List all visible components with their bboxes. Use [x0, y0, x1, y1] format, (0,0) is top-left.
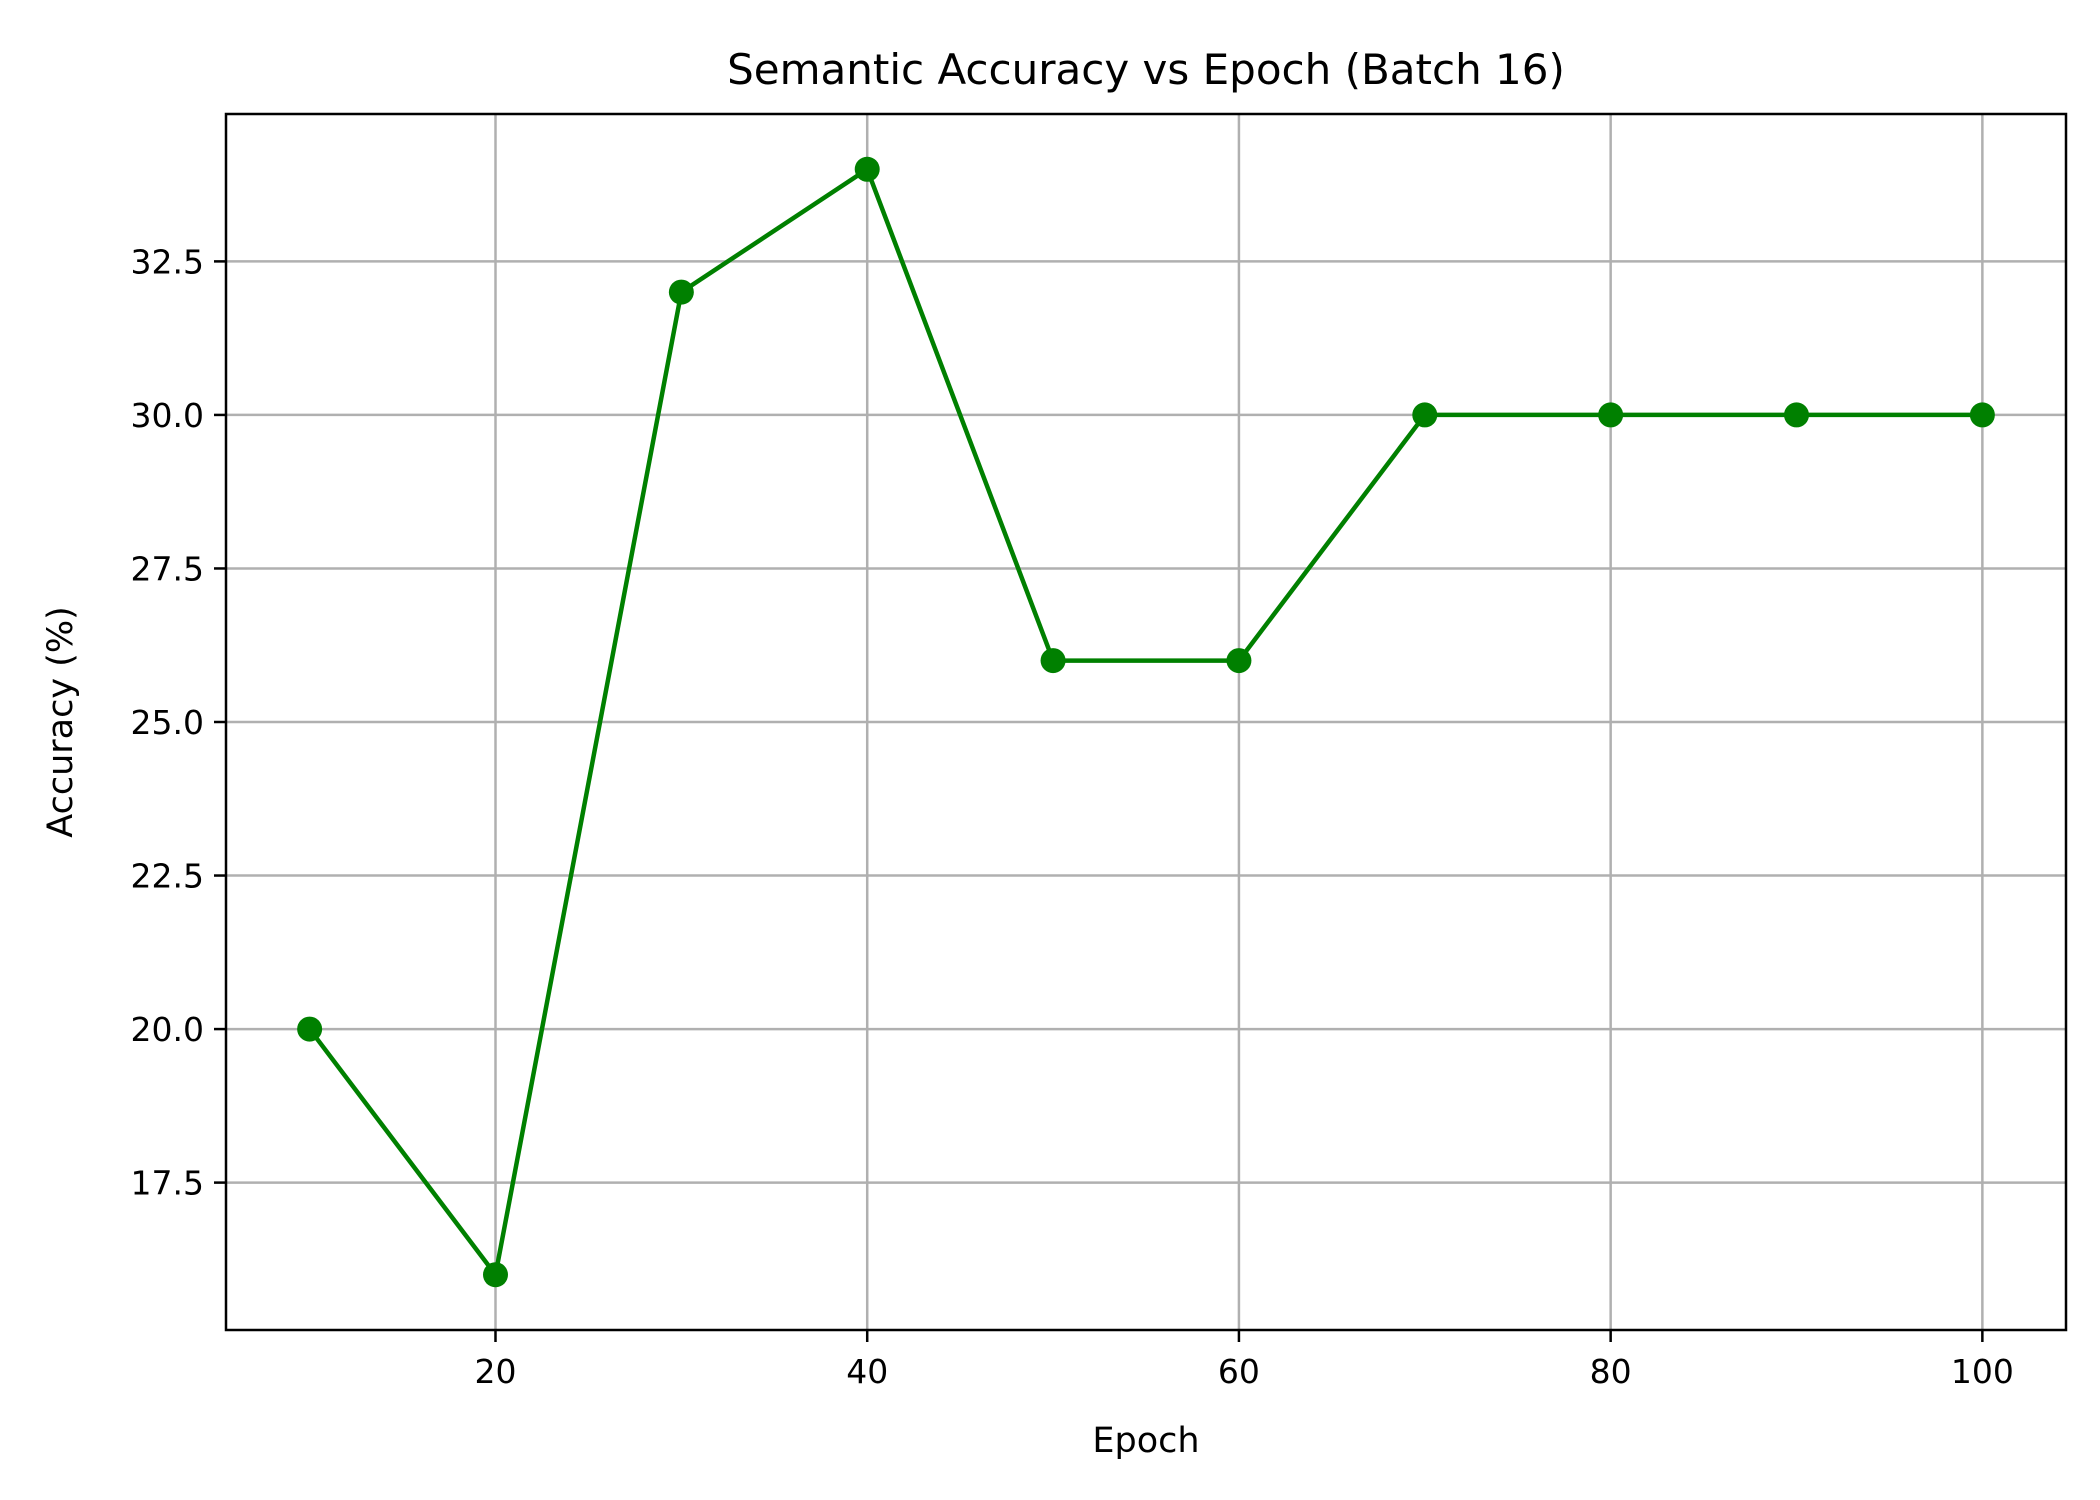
- data-point: [854, 156, 880, 182]
- series: [297, 156, 1995, 1288]
- x-tick-label: 20: [474, 1352, 516, 1391]
- axis-ticks: 20 40 60 80 100 17.5 20.0 22.5 25.0 27.5 30.0 32.5: [131, 242, 2014, 1391]
- data-point: [1598, 402, 1624, 428]
- data-point: [1784, 402, 1810, 428]
- x-axis-label: Epoch: [1092, 1421, 1199, 1461]
- data-point: [1226, 648, 1252, 674]
- y-tick-label: 25.0: [131, 703, 204, 742]
- x-tick-label: 100: [1951, 1352, 2014, 1391]
- x-tick-label: 60: [1218, 1352, 1260, 1391]
- data-point: [297, 1016, 323, 1042]
- x-tick-label: 80: [1590, 1352, 1632, 1391]
- y-tick-label: 20.0: [131, 1010, 204, 1049]
- series-line: [307, 167, 1985, 1277]
- y-tick-label: 22.5: [131, 857, 204, 896]
- y-tick-label: 27.5: [131, 549, 204, 588]
- chart-title: Semantic Accuracy vs Epoch (Batch 16): [727, 45, 1565, 94]
- grid: [226, 114, 2066, 1330]
- y-tick-label: 17.5: [131, 1164, 204, 1203]
- y-axis-label: Accuracy (%): [41, 606, 81, 837]
- data-point: [482, 1262, 508, 1288]
- x-tick-label: 40: [846, 1352, 888, 1391]
- data-point: [668, 279, 694, 305]
- y-tick-label: 32.5: [131, 242, 204, 281]
- data-point: [1412, 402, 1438, 428]
- plot-frame: [224, 112, 2068, 1332]
- data-point: [1969, 402, 1995, 428]
- y-tick-label: 30.0: [131, 396, 204, 435]
- data-point: [1040, 648, 1066, 674]
